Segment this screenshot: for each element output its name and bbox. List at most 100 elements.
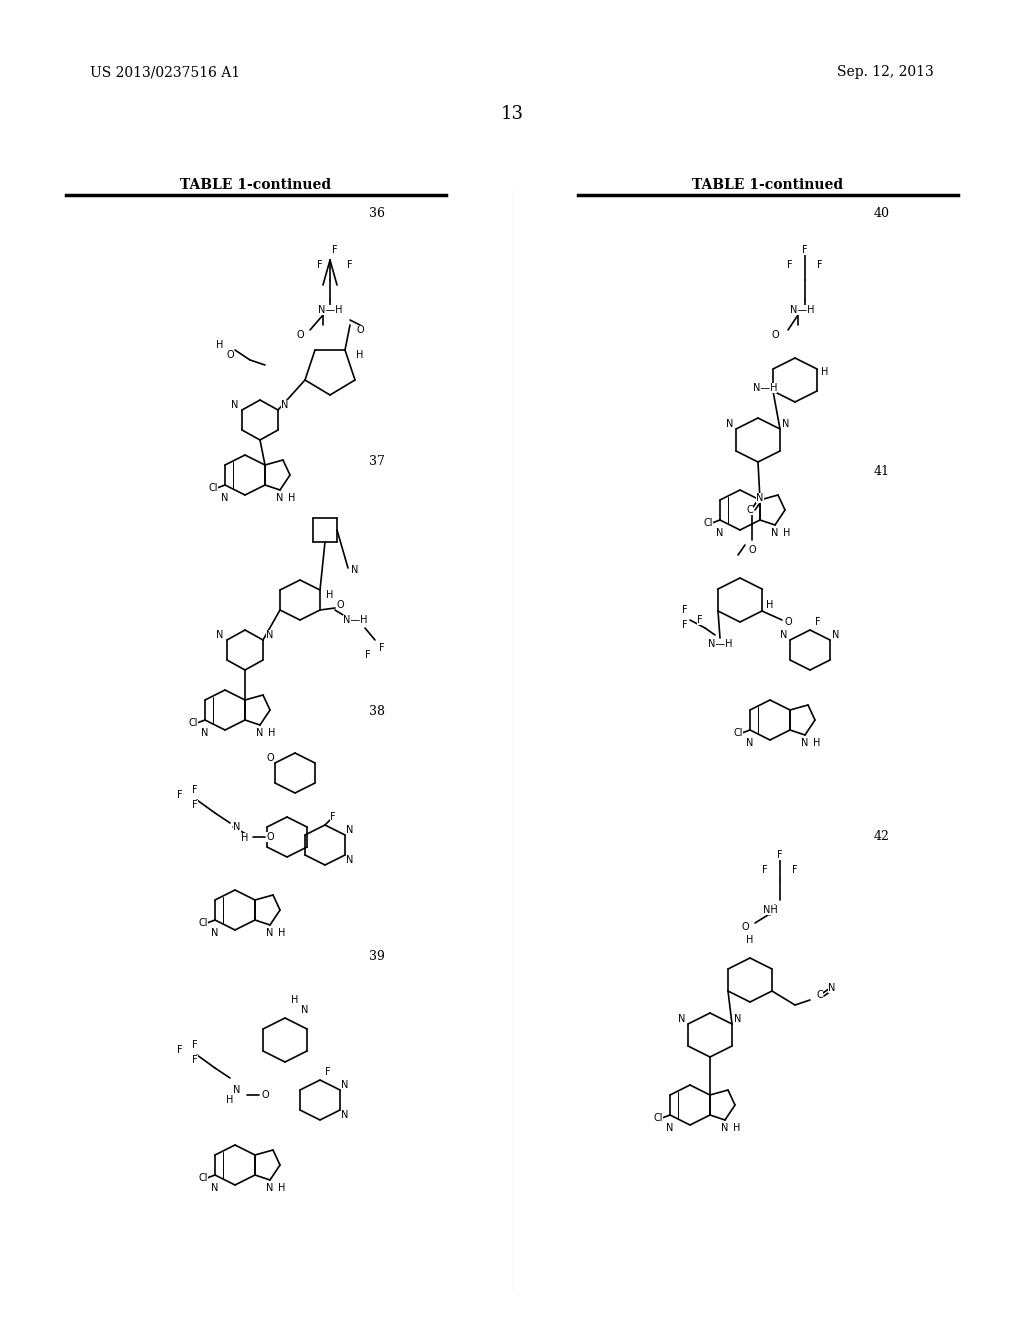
Text: F: F [787, 260, 793, 271]
Text: O: O [266, 752, 273, 763]
Text: N—H: N—H [753, 383, 777, 393]
Text: F: F [682, 605, 688, 615]
Text: 40: 40 [874, 207, 890, 220]
Text: N: N [346, 855, 353, 865]
Text: N—H: N—H [317, 305, 342, 315]
Text: F: F [817, 260, 823, 271]
Text: F: F [326, 1067, 331, 1077]
Text: 13: 13 [501, 106, 523, 123]
Text: H: H [733, 1123, 740, 1133]
Text: F: F [330, 812, 336, 822]
Text: O: O [336, 601, 344, 610]
Text: Cl: Cl [733, 729, 742, 738]
Text: H: H [766, 601, 774, 610]
Text: Cl: Cl [199, 917, 208, 928]
Text: F: F [332, 246, 338, 255]
Text: F: F [347, 260, 353, 271]
Text: N: N [266, 928, 273, 939]
Text: H: H [821, 367, 828, 378]
Text: N: N [780, 630, 787, 640]
Text: Cl: Cl [653, 1113, 663, 1123]
Text: Cl: Cl [199, 1173, 208, 1183]
Text: F: F [697, 615, 702, 624]
Text: O: O [226, 350, 233, 360]
Text: F: F [193, 785, 198, 795]
Text: F: F [762, 865, 768, 875]
Text: F: F [177, 1045, 183, 1055]
Text: H: H [216, 341, 223, 350]
Text: N: N [216, 630, 223, 640]
Text: N: N [341, 1110, 349, 1119]
Text: 37: 37 [369, 455, 385, 469]
Text: N: N [266, 1183, 273, 1193]
Text: F: F [777, 850, 782, 861]
Text: H: H [813, 738, 820, 748]
Text: F: F [193, 800, 198, 810]
Text: O: O [749, 545, 756, 554]
Text: F: F [379, 643, 385, 653]
Text: H: H [291, 995, 299, 1005]
Text: H: H [279, 928, 286, 939]
Text: F: F [177, 789, 183, 800]
Text: O: O [261, 1090, 269, 1100]
Text: H: H [356, 350, 364, 360]
Text: N—H: N—H [790, 305, 814, 315]
Text: H: H [242, 833, 249, 843]
Text: N: N [782, 418, 790, 429]
Text: N: N [802, 738, 809, 748]
Text: F: F [193, 1055, 198, 1065]
Text: US 2013/0237516 A1: US 2013/0237516 A1 [90, 65, 240, 79]
Text: N: N [717, 528, 724, 539]
Text: F: F [682, 620, 688, 630]
Text: N: N [221, 492, 228, 503]
Text: Cl: Cl [208, 483, 218, 492]
Text: N: N [828, 983, 836, 993]
Text: N: N [833, 630, 840, 640]
Text: H: H [268, 729, 275, 738]
Text: N: N [256, 729, 264, 738]
Text: F: F [815, 616, 821, 627]
Text: F: F [317, 260, 323, 271]
Text: O: O [741, 921, 749, 932]
Text: TABLE 1-continued: TABLE 1-continued [180, 178, 332, 191]
Text: O: O [771, 330, 779, 341]
Text: H: H [289, 492, 296, 503]
Text: Sep. 12, 2013: Sep. 12, 2013 [838, 65, 934, 79]
Text: Cl: Cl [703, 517, 713, 528]
Text: 42: 42 [874, 830, 890, 843]
Text: N—H: N—H [343, 615, 368, 624]
Text: C: C [746, 506, 754, 515]
Text: 36: 36 [369, 207, 385, 220]
Text: Cl: Cl [188, 718, 198, 729]
Text: N: N [341, 1080, 349, 1090]
Text: N: N [771, 528, 778, 539]
Text: N: N [346, 825, 353, 836]
Text: N: N [301, 1005, 308, 1015]
Text: O: O [296, 330, 304, 341]
Text: N: N [233, 822, 241, 832]
Text: C: C [816, 990, 823, 1001]
Text: H: H [746, 935, 754, 945]
Text: N: N [667, 1123, 674, 1133]
Text: 41: 41 [874, 465, 890, 478]
Text: TABLE 1-continued: TABLE 1-continued [692, 178, 844, 191]
Text: F: F [793, 865, 798, 875]
Text: H: H [783, 528, 791, 539]
Text: O: O [784, 616, 792, 627]
Text: N: N [202, 729, 209, 738]
Text: N: N [746, 738, 754, 748]
Text: F: F [366, 649, 371, 660]
Text: 38: 38 [369, 705, 385, 718]
Text: F: F [193, 1040, 198, 1049]
Text: N: N [282, 400, 289, 411]
Text: N: N [734, 1014, 741, 1024]
Text: N: N [211, 1183, 219, 1193]
Text: N: N [233, 1085, 241, 1096]
Text: 39: 39 [369, 950, 385, 964]
Text: N: N [721, 1123, 729, 1133]
Text: O: O [266, 832, 273, 842]
Text: F: F [802, 246, 808, 255]
Text: N: N [211, 928, 219, 939]
Text: N: N [678, 1014, 686, 1024]
Text: O: O [356, 325, 364, 335]
